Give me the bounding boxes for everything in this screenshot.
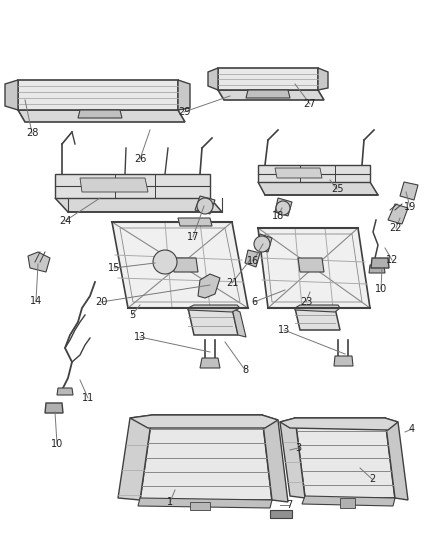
Circle shape: [254, 236, 270, 252]
Polygon shape: [172, 258, 198, 272]
Polygon shape: [208, 68, 218, 90]
Polygon shape: [318, 68, 328, 90]
Text: 6: 6: [251, 297, 257, 307]
Polygon shape: [371, 258, 389, 268]
Polygon shape: [55, 174, 210, 198]
Text: 21: 21: [226, 278, 238, 288]
Circle shape: [153, 250, 177, 274]
Polygon shape: [178, 218, 212, 226]
Polygon shape: [232, 308, 246, 337]
Circle shape: [197, 198, 213, 214]
Polygon shape: [255, 234, 272, 252]
Polygon shape: [258, 182, 378, 195]
Polygon shape: [295, 305, 340, 312]
Polygon shape: [178, 80, 190, 110]
Text: 27: 27: [304, 99, 316, 109]
Polygon shape: [78, 110, 122, 118]
Polygon shape: [245, 250, 260, 267]
Polygon shape: [138, 498, 272, 508]
Polygon shape: [188, 305, 240, 312]
Polygon shape: [262, 415, 288, 502]
Polygon shape: [258, 228, 370, 308]
Polygon shape: [280, 418, 305, 498]
Text: 13: 13: [278, 325, 290, 335]
Text: 4: 4: [409, 424, 415, 434]
Polygon shape: [280, 418, 398, 430]
Polygon shape: [5, 80, 18, 110]
Text: 28: 28: [26, 128, 38, 138]
Polygon shape: [18, 80, 178, 110]
Polygon shape: [275, 168, 322, 178]
Polygon shape: [195, 196, 215, 214]
Text: 20: 20: [95, 297, 107, 307]
Text: 24: 24: [59, 216, 71, 226]
Text: 18: 18: [272, 211, 284, 221]
Polygon shape: [45, 403, 63, 413]
Text: 3: 3: [295, 443, 301, 453]
Text: 25: 25: [331, 184, 343, 194]
Polygon shape: [340, 498, 355, 508]
Polygon shape: [55, 198, 222, 212]
Polygon shape: [298, 258, 324, 272]
Text: 10: 10: [51, 439, 63, 449]
Polygon shape: [218, 68, 318, 90]
Polygon shape: [385, 418, 408, 500]
Polygon shape: [258, 165, 370, 182]
Polygon shape: [190, 502, 210, 510]
Text: 5: 5: [129, 310, 135, 320]
Polygon shape: [130, 415, 278, 428]
Text: 17: 17: [187, 232, 199, 242]
Polygon shape: [188, 308, 238, 335]
Polygon shape: [80, 178, 148, 192]
Text: 8: 8: [242, 365, 248, 375]
Text: 2: 2: [369, 474, 375, 484]
Text: 19: 19: [404, 202, 416, 212]
Polygon shape: [302, 496, 395, 506]
Text: 7: 7: [286, 500, 292, 510]
Polygon shape: [140, 415, 272, 500]
Text: 12: 12: [386, 255, 398, 265]
Text: 23: 23: [300, 297, 312, 307]
Polygon shape: [295, 418, 395, 498]
Polygon shape: [57, 388, 73, 395]
Text: 26: 26: [134, 154, 146, 164]
Polygon shape: [18, 110, 185, 122]
Text: 13: 13: [134, 332, 146, 342]
Text: 10: 10: [375, 284, 387, 294]
Text: 22: 22: [390, 223, 402, 233]
Text: 16: 16: [247, 256, 259, 266]
Polygon shape: [198, 274, 220, 298]
Circle shape: [276, 201, 290, 215]
Polygon shape: [28, 252, 50, 272]
Text: 14: 14: [30, 296, 42, 306]
Polygon shape: [218, 90, 324, 100]
Polygon shape: [275, 198, 292, 216]
Text: 29: 29: [178, 107, 190, 117]
Polygon shape: [118, 415, 152, 500]
Polygon shape: [369, 265, 385, 273]
Text: 11: 11: [82, 393, 94, 403]
Polygon shape: [334, 356, 353, 366]
Polygon shape: [400, 182, 418, 200]
Polygon shape: [270, 510, 292, 518]
Polygon shape: [200, 358, 220, 368]
Polygon shape: [112, 222, 248, 308]
Polygon shape: [295, 308, 340, 330]
Polygon shape: [246, 90, 290, 98]
Polygon shape: [388, 204, 408, 224]
Text: 15: 15: [108, 263, 120, 273]
Text: 1: 1: [167, 497, 173, 507]
